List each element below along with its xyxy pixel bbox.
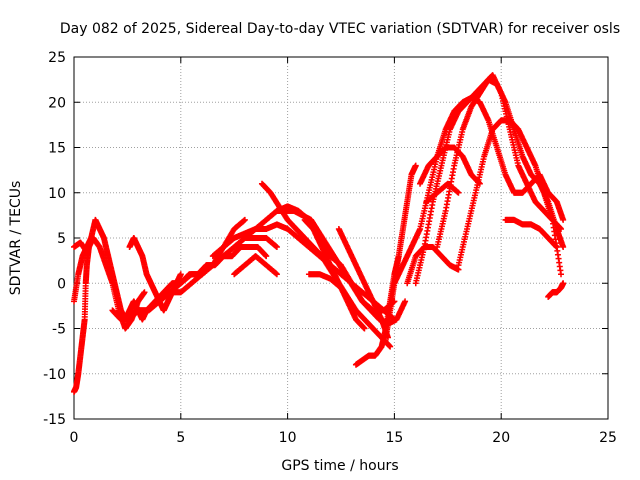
data-point (273, 244, 280, 251)
data-point (338, 284, 344, 291)
series-arc-25 (545, 280, 567, 300)
series-arc-17 (382, 162, 419, 341)
series-arc-21 (455, 117, 565, 278)
data-point (361, 325, 368, 332)
series-arc-16 (305, 271, 344, 291)
series-arc-13 (335, 225, 391, 341)
series-arc-15 (231, 253, 280, 278)
y-tick-label: 25 (48, 50, 66, 66)
y-tick-label: 10 (48, 186, 66, 202)
series-arc-24 (502, 216, 560, 251)
x-tick-label: 10 (279, 430, 297, 446)
data-point (273, 271, 280, 278)
series-arc-10 (258, 180, 394, 350)
data-point (476, 180, 483, 187)
data-point (455, 266, 462, 273)
series-arc-12 (301, 216, 368, 332)
data-point (560, 280, 567, 287)
data-point (455, 189, 462, 196)
x-tick-label: 0 (70, 430, 79, 446)
x-tick-label: 20 (492, 430, 510, 446)
y-tick-label: -5 (52, 322, 66, 338)
y-tick-label: 5 (57, 231, 66, 247)
data-point (560, 244, 567, 251)
series-arc-22 (404, 244, 462, 287)
y-tick-label: -10 (43, 367, 66, 383)
y-tick-label: 20 (48, 95, 66, 111)
series-arc-26 (423, 180, 462, 205)
x-tick-label: 15 (385, 430, 403, 446)
chart-title: Day 082 of 2025, Sidereal Day-to-day VTE… (60, 21, 620, 37)
data-point (412, 162, 419, 169)
data-point (241, 216, 248, 223)
y-axis-label: SDTVAR / TECUs (8, 181, 24, 296)
x-tick-label: 5 (176, 430, 185, 446)
data-points (71, 72, 567, 395)
data-point (558, 271, 565, 278)
data-point (402, 298, 409, 305)
y-tick-label: 0 (57, 276, 66, 292)
data-point (141, 289, 148, 296)
data-point (387, 343, 394, 350)
axis-ticks: 0 5 10 15 20 25 -15 -10 -5 0 5 10 15 20 25 (43, 50, 617, 446)
y-tick-label: -15 (43, 412, 66, 428)
x-tick-label: 25 (599, 430, 617, 446)
data-point (553, 244, 560, 251)
x-axis-label: GPS time / hours (281, 458, 398, 474)
y-tick-label: 15 (48, 141, 66, 157)
series-arc-23 (417, 144, 483, 187)
data-point (263, 253, 270, 260)
data-point (560, 216, 567, 223)
data-point (177, 271, 184, 278)
